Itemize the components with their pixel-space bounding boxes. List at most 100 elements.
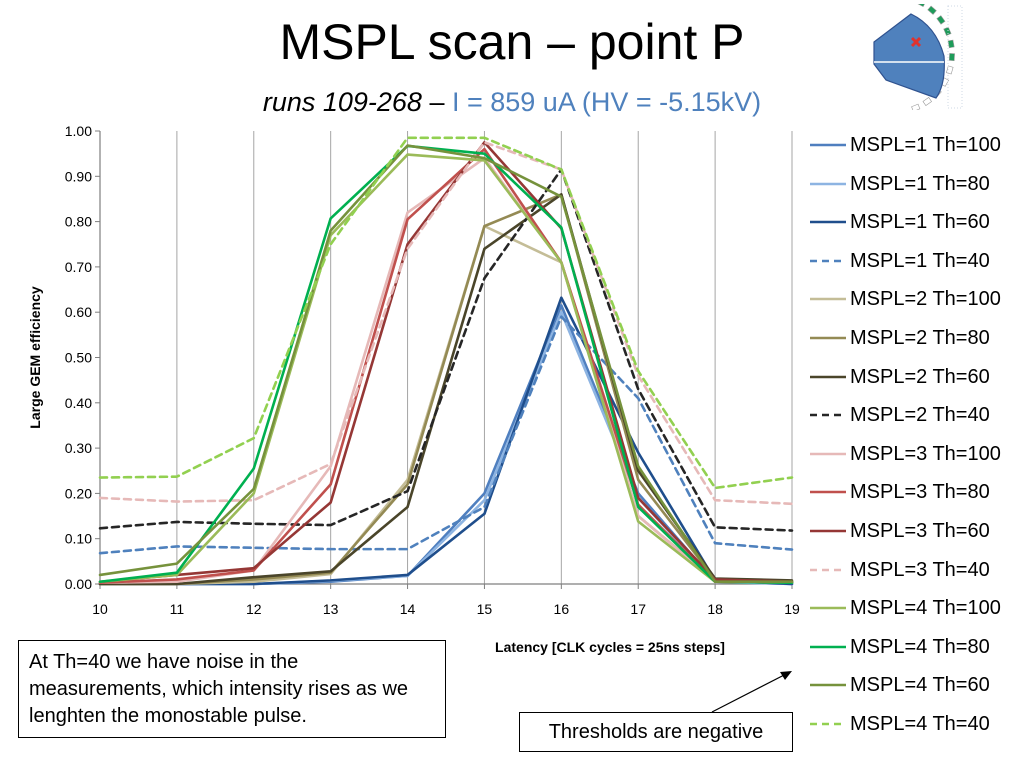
legend-swatch bbox=[810, 452, 846, 456]
x-tick-label: 10 bbox=[92, 601, 108, 617]
detector-body bbox=[873, 13, 945, 99]
legend-item: MSPL=3 Th=100 bbox=[808, 439, 1024, 469]
annotation-arrowhead bbox=[780, 671, 792, 680]
legend-item: MSPL=2 Th=80 bbox=[808, 323, 1024, 353]
legend-item: MSPL=1 Th=60 bbox=[808, 207, 1024, 237]
x-tick-label: 18 bbox=[707, 601, 723, 617]
series-line bbox=[98, 153, 794, 584]
detector-segment bbox=[916, 4, 926, 8]
series-line bbox=[98, 147, 794, 584]
legend-label: MSPL=2 Th=100 bbox=[850, 288, 1001, 311]
legend-swatch bbox=[810, 413, 846, 417]
legend-swatch bbox=[810, 182, 846, 185]
detector-segment bbox=[943, 26, 952, 36]
y-tick-label: 0.80 bbox=[65, 214, 92, 230]
detector-segment bbox=[936, 15, 946, 25]
legend-swatch bbox=[810, 606, 846, 610]
legend-label: MSPL=4 Th=80 bbox=[850, 635, 990, 658]
y-axis-label: Large GEM efficiency bbox=[27, 286, 43, 429]
subtitle-runs: runs 109-268 bbox=[262, 87, 422, 117]
legend-swatch bbox=[810, 298, 846, 301]
x-tick-label: 15 bbox=[477, 601, 493, 617]
detector-segment bbox=[948, 53, 955, 61]
legend-swatch bbox=[810, 568, 846, 571]
legend-label: MSPL=2 Th=80 bbox=[850, 327, 990, 349]
y-tick-label: 0.70 bbox=[65, 259, 92, 275]
x-tick-label: 14 bbox=[400, 601, 416, 617]
x-axis-label: Latency [CLK cycles = 25ns steps] bbox=[495, 639, 725, 655]
legend-item: MSPL=4 Th=60 bbox=[808, 670, 1024, 700]
legend-item: MSPL=3 Th=40 bbox=[808, 555, 1024, 585]
legend-item: MSPL=1 Th=80 bbox=[808, 169, 1024, 199]
legend-label: MSPL=4 Th=40 bbox=[850, 713, 990, 735]
legend-label: MSPL=4 Th=60 bbox=[850, 674, 990, 697]
legend-item: MSPL=2 Th=40 bbox=[808, 400, 1024, 430]
detector-segment bbox=[922, 97, 932, 106]
y-tick-label: 0.60 bbox=[65, 304, 92, 320]
legend-swatch bbox=[810, 375, 846, 378]
legend-item: MSPL=1 Th=40 bbox=[808, 246, 1024, 276]
y-tick-label: 0.50 bbox=[65, 350, 92, 366]
legend-label: MSPL=2 Th=60 bbox=[850, 365, 990, 388]
y-tick-label: 0.90 bbox=[65, 168, 92, 184]
y-tick-label: 0.30 bbox=[65, 440, 92, 456]
legend-item: MSPL=1 Th=100 bbox=[808, 130, 1024, 160]
y-tick-label: 1.00 bbox=[65, 123, 92, 139]
detector-diagram-icon bbox=[873, 4, 963, 110]
x-tick-label: 17 bbox=[630, 601, 646, 617]
legend-item: MSPL=3 Th=60 bbox=[808, 516, 1024, 546]
legend-swatch bbox=[810, 529, 846, 533]
y-tick-label: 0.00 bbox=[65, 576, 92, 592]
series-line bbox=[98, 193, 794, 586]
slide-title: MSPL scan – point P bbox=[279, 14, 745, 70]
legend-label: MSPL=1 Th=100 bbox=[850, 134, 1001, 156]
noise-note-box: At Th=40 we have noise in the measuremen… bbox=[18, 640, 446, 738]
x-tick-label: 16 bbox=[554, 601, 570, 617]
legend-swatch bbox=[810, 645, 846, 649]
series-line bbox=[98, 315, 794, 555]
y-tick-label: 0.10 bbox=[65, 531, 92, 547]
detector-frame bbox=[947, 5, 963, 109]
x-tick-label: 11 bbox=[170, 601, 185, 617]
series-line bbox=[98, 144, 794, 584]
legend-swatch bbox=[810, 722, 846, 726]
legend-label: MSPL=3 Th=60 bbox=[850, 520, 990, 542]
series-line bbox=[98, 156, 794, 584]
legend-label: MSPL=2 Th=40 bbox=[850, 404, 990, 427]
legend-item: MSPL=3 Th=80 bbox=[808, 477, 1024, 507]
legend-swatch bbox=[810, 259, 846, 263]
legend-swatch bbox=[810, 143, 846, 147]
legend-label: MSPL=1 Th=80 bbox=[850, 172, 990, 195]
legend-item: MSPL=4 Th=80 bbox=[808, 632, 1024, 662]
series-line bbox=[98, 141, 794, 506]
series-line bbox=[98, 144, 794, 584]
series-line bbox=[98, 141, 794, 584]
y-tick-label: 0.40 bbox=[65, 395, 92, 411]
marker-x-icon bbox=[910, 36, 922, 48]
detector-segment bbox=[911, 103, 921, 110]
series-line bbox=[98, 168, 794, 532]
legend-label: MSPL=3 Th=40 bbox=[850, 558, 990, 581]
legend-item: MSPL=2 Th=100 bbox=[808, 284, 1024, 314]
series-line bbox=[98, 136, 794, 490]
legend-swatch bbox=[810, 684, 846, 687]
x-tick-label: 13 bbox=[323, 601, 339, 617]
legend-swatch bbox=[810, 220, 846, 224]
legend-swatch bbox=[810, 336, 846, 340]
x-tick-label: 19 bbox=[784, 601, 800, 617]
series-line bbox=[98, 193, 794, 586]
annotation-arrow bbox=[711, 671, 791, 713]
y-tick-label: 0.20 bbox=[65, 485, 92, 501]
threshold-note-box: Thresholds are negative bbox=[519, 712, 793, 752]
series-line bbox=[98, 224, 794, 586]
legend-label: MSPL=1 Th=40 bbox=[850, 249, 990, 272]
slide-subtitle: runs 109-268 – I = 859 uA (HV = -5.15kV) bbox=[0, 86, 1024, 118]
subtitle-separator: – bbox=[421, 87, 452, 117]
legend-label: MSPL=4 Th=100 bbox=[850, 597, 1001, 620]
detector-segment bbox=[947, 39, 955, 49]
legend-item: MSPL=4 Th=100 bbox=[808, 593, 1024, 623]
x-tick-label: 12 bbox=[246, 601, 262, 617]
legend-label: MSPL=1 Th=60 bbox=[850, 211, 990, 234]
legend-item: MSPL=4 Th=40 bbox=[808, 709, 1024, 739]
